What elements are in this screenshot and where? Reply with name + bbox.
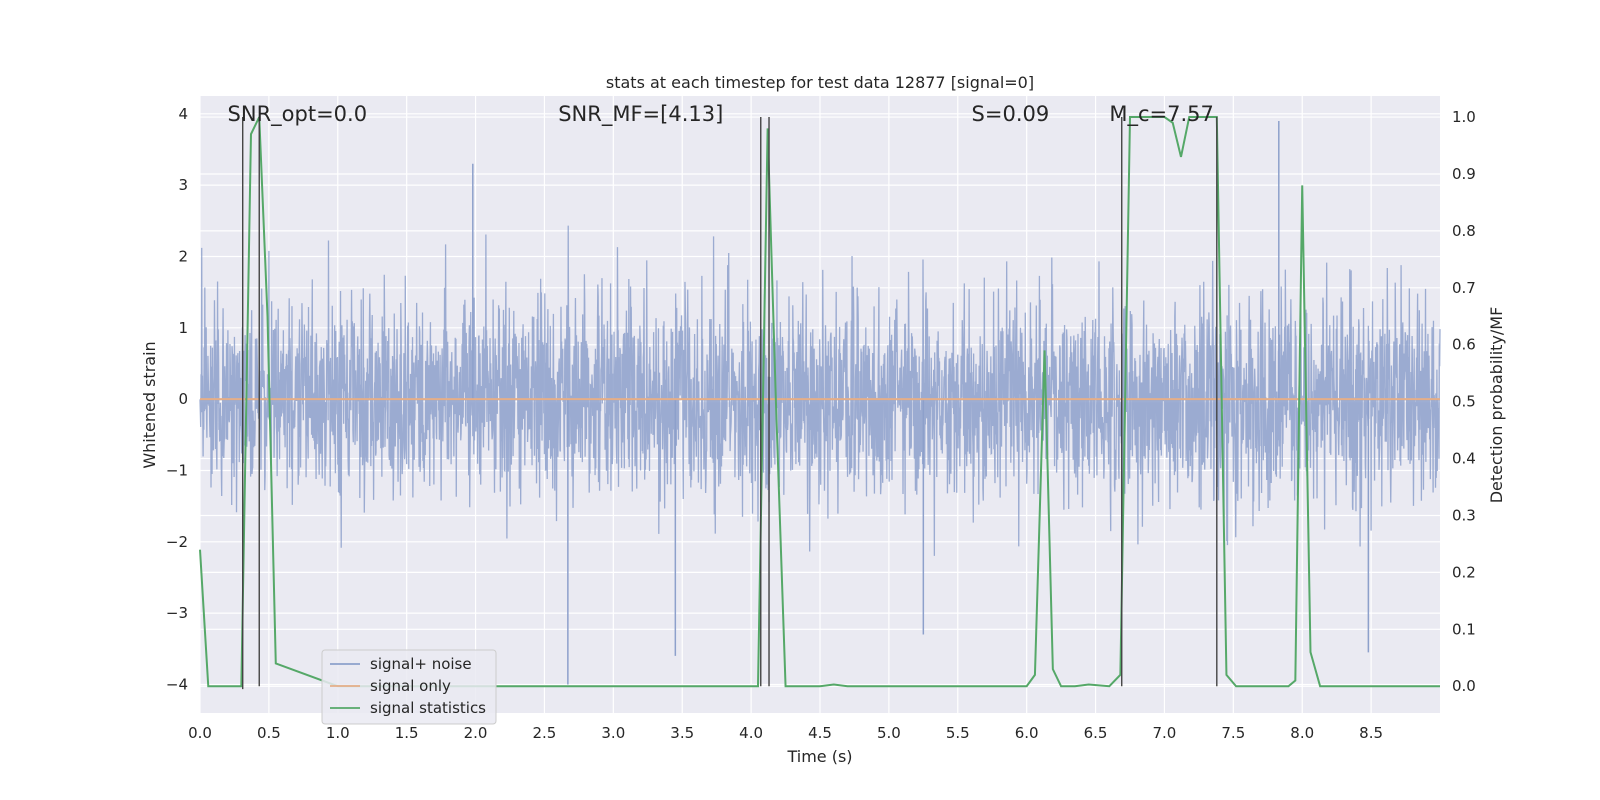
legend-label-signal-only: signal only	[370, 677, 451, 695]
x-tick-label: 5.5	[946, 724, 970, 742]
y-tick-labels: −4 −3 −2 −1 0 1 2 3 4	[166, 105, 188, 694]
x-axis-label: Time (s)	[786, 747, 852, 766]
y-right-tick-label: 0.9	[1452, 165, 1476, 183]
annotation-label: SNR_MF=[4.13]	[558, 102, 723, 127]
signal-statistics-line	[199, 116, 1440, 688]
annotations: SNR_opt=0.0 SNR_MF=[4.13] S=0.09 M_c=7.57	[228, 102, 1214, 127]
y-tick-label: 0	[178, 390, 188, 408]
y-right-tick-label: 0.4	[1452, 450, 1476, 468]
x-tick-label: 2.5	[533, 724, 557, 742]
y-right-tick-label: 0.0	[1452, 677, 1476, 695]
x-tick-label: 6.0	[1015, 724, 1039, 742]
x-tick-label: 0.0	[188, 724, 212, 742]
series-signal-statistics	[199, 116, 1440, 688]
y-tick-label: −1	[166, 461, 188, 479]
y-right-tick-label: 0.8	[1452, 222, 1476, 240]
x-tick-label: 5.0	[877, 724, 901, 742]
x-tick-label: 7.5	[1221, 724, 1245, 742]
y-tick-label: −2	[166, 533, 188, 551]
y-tick-label: 3	[178, 176, 188, 194]
y-right-axis-label: Detection probability/MF	[1487, 307, 1506, 504]
chart-title: stats at each timestep for test data 128…	[606, 73, 1034, 92]
x-tick-label: 8.0	[1290, 724, 1314, 742]
vertical-markers	[242, 117, 1218, 690]
y-right-tick-label: 0.6	[1452, 336, 1476, 354]
x-tick-label: 3.0	[601, 724, 625, 742]
x-tick-label: 1.0	[326, 724, 350, 742]
x-tick-label: 1.5	[395, 724, 419, 742]
annotation-label: M_c=7.57	[1109, 102, 1214, 127]
y-tick-label: −3	[166, 604, 188, 622]
x-tick-label: 4.0	[739, 724, 763, 742]
annotation-label: S=0.09	[972, 102, 1050, 126]
x-tick-labels: 0.0 0.5 1.0 1.5 2.0 2.5 3.0 3.5 4.0 4.5 5.0 5.5 6.0 6…	[188, 724, 1383, 742]
annotation-label: SNR_opt=0.0	[228, 102, 368, 127]
x-tick-label: 4.5	[808, 724, 832, 742]
y-tick-label: 1	[178, 319, 188, 337]
x-tick-label: 2.0	[464, 724, 488, 742]
legend: signal+ noise signal only signal statist…	[321, 649, 497, 725]
y-tick-label: −4	[166, 675, 188, 693]
x-tick-label: 7.0	[1153, 724, 1177, 742]
x-tick-label: 0.5	[257, 724, 281, 742]
x-tick-label: 6.5	[1084, 724, 1108, 742]
legend-label-signal-noise: signal+ noise	[370, 655, 472, 673]
y-right-tick-label: 0.2	[1452, 563, 1476, 581]
y-right-tick-labels: 0.0 0.1 0.2 0.3 0.4 0.5 0.6 0.7 0.8 0.9 1.0	[1452, 108, 1476, 695]
y-right-tick-label: 0.1	[1452, 620, 1476, 638]
x-tick-label: 8.5	[1359, 724, 1383, 742]
series-signal-noise	[199, 120, 1441, 685]
y-right-tick-label: 1.0	[1452, 108, 1476, 126]
legend-label-signal-statistics: signal statistics	[370, 699, 486, 717]
y-tick-label: 2	[178, 247, 188, 265]
signal-noise-line	[199, 225, 1441, 556]
y-right-tick-label: 0.5	[1452, 393, 1476, 411]
x-tick-label: 3.5	[670, 724, 694, 742]
y-right-tick-label: 0.7	[1452, 279, 1476, 297]
legend-box	[321, 649, 497, 725]
y-tick-label: 4	[178, 105, 188, 123]
y-axis-label: Whitened strain	[140, 341, 159, 468]
y-right-tick-label: 0.3	[1452, 506, 1476, 524]
